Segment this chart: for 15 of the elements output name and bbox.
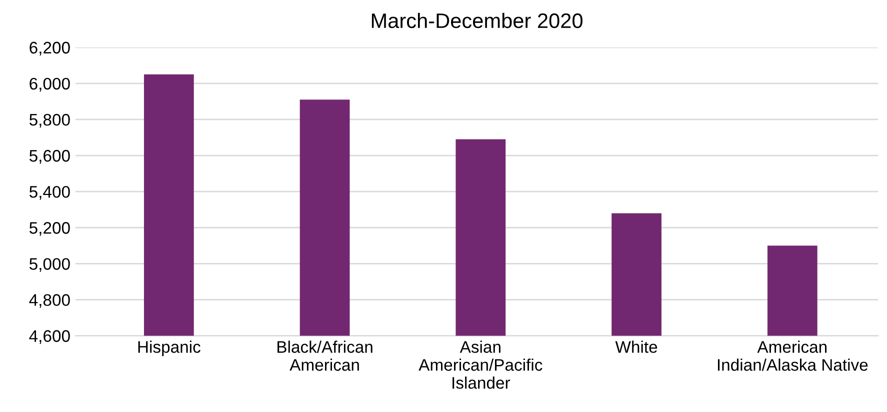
y-tick-label: 5,200 bbox=[29, 222, 70, 236]
y-tick-label: 5,600 bbox=[29, 150, 70, 164]
x-tick-label: Asian American/Pacific Islander bbox=[418, 340, 542, 389]
y-tick-label: 5,000 bbox=[29, 258, 70, 272]
x-tick-label: American Indian/Alaska Native bbox=[718, 340, 868, 371]
x-tick-label: White bbox=[615, 340, 658, 353]
x-tick-label: Black/African American bbox=[278, 340, 372, 371]
y-tick-label: 4,800 bbox=[29, 294, 70, 308]
x-tick-label: Hispanic bbox=[138, 340, 200, 356]
y-tick-label: 5,800 bbox=[29, 114, 70, 128]
y-tick-label: 5,400 bbox=[29, 186, 70, 200]
y-tick-label: 6,000 bbox=[30, 78, 70, 92]
y-tick-label: 6,200 bbox=[30, 42, 70, 56]
chart-title: March-December 2020 bbox=[372, 12, 582, 28]
y-tick-label: 4,600 bbox=[29, 330, 70, 344]
